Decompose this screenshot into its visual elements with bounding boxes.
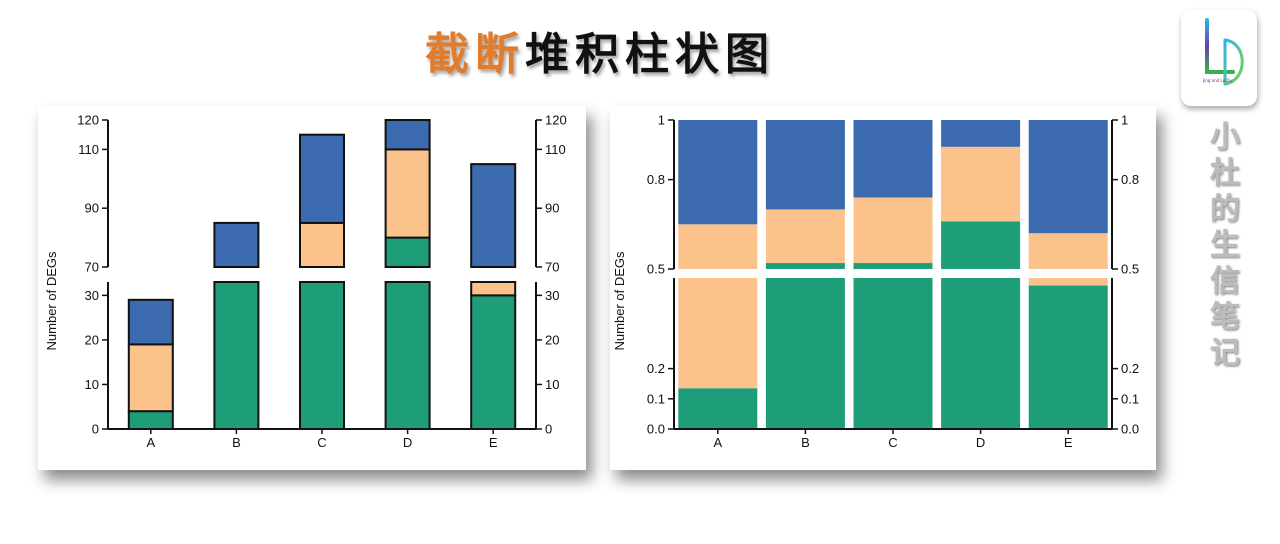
right-y-tick-label: 0.0 <box>1121 422 1139 437</box>
right-y-tick-label: 0.8 <box>1121 172 1139 187</box>
bar-segment <box>384 236 431 269</box>
right-chart-panel: A B C D E 0.0 0.0 0.1 0.1 0.2 0.2 0.5 0.5 0.8 0.8 1 1 Num… <box>610 106 1156 470</box>
brand-char: 笔 <box>1210 300 1240 335</box>
y-tick-label: 110 <box>78 142 99 157</box>
bar-segment <box>1028 233 1108 269</box>
bar-segment <box>384 148 431 239</box>
y-tick-label: 120 <box>77 113 99 128</box>
bar-segment <box>941 221 1021 269</box>
bar-segment <box>941 146 1021 222</box>
left-chart-panel: A B C D E 0 0 10 10 20 20 30 30 70 70 90 90 110 110 120 120 N… <box>38 106 586 470</box>
bar-segment <box>941 278 1021 429</box>
bar-segment <box>1028 278 1108 286</box>
logo-text: Jing and Lu Du <box>1203 78 1233 83</box>
y-tick-label: 0.1 <box>647 391 665 406</box>
bar-segment <box>299 281 345 430</box>
x-tick-label: B <box>232 435 241 450</box>
bar-segment <box>1028 120 1108 234</box>
x-tick-label: E <box>489 435 498 450</box>
y-axis-title: Number of DEGs <box>612 251 627 350</box>
x-tick-label: A <box>146 435 155 450</box>
right-stacked-bar-chart: A B C D E 0.0 0.0 0.1 0.1 0.2 0.2 0.5 0.5 0.8 0.8 1 1 Num… <box>612 113 1139 451</box>
bar-segment <box>384 119 431 151</box>
bar-segment <box>127 343 174 413</box>
right-y-tick-label: 0.1 <box>1121 391 1139 406</box>
x-tick-label: A <box>713 435 722 450</box>
bar-segment <box>678 278 758 389</box>
brand-char: 小 <box>1210 120 1240 155</box>
y-tick-label: 70 <box>85 260 99 275</box>
y-tick-label: 0.8 <box>647 172 665 187</box>
bar-segment <box>213 221 260 268</box>
y-tick-label: 0 <box>92 422 99 437</box>
right-y-tick-label: 90 <box>545 201 559 216</box>
bar-segment <box>853 263 933 269</box>
y-tick-label: 0.5 <box>647 262 665 277</box>
bar-segment <box>941 120 1021 147</box>
bar-segment <box>470 281 517 297</box>
bar-segment <box>127 410 174 431</box>
bar-segment <box>853 120 933 198</box>
bar-segment <box>853 278 933 429</box>
brand-vertical-text: 小 杜 的 生 信 笔 记 <box>1203 120 1247 372</box>
right-y-tick-label: 10 <box>545 377 559 392</box>
bar-segment <box>384 281 431 430</box>
x-tick-label: D <box>976 435 985 450</box>
bar-segment <box>765 278 845 429</box>
bar-segment <box>213 281 260 430</box>
page-title: 截断堆积柱状图 <box>0 18 1200 82</box>
left-stacked-bar-chart: A B C D E 0 0 10 10 20 20 30 30 70 70 90 90 110 110 120 120 N… <box>44 113 567 451</box>
bar-segment <box>678 388 758 429</box>
bar-segment <box>470 294 517 430</box>
bar-segment <box>765 263 845 269</box>
y-tick-label: 90 <box>85 201 99 216</box>
right-y-tick-label: 20 <box>545 332 559 347</box>
y-tick-label: 1 <box>658 113 665 128</box>
bar-segment <box>678 224 758 269</box>
bar-segment <box>299 221 345 268</box>
y-axis-title: Number of DEGs <box>44 251 59 350</box>
brand-char: 杜 <box>1210 156 1240 191</box>
title-rest: 堆积柱状图 <box>525 29 775 80</box>
ld-logo: Jing and Lu Du <box>1181 10 1257 106</box>
right-y-tick-label: 30 <box>545 288 559 303</box>
bar-segment <box>299 133 345 224</box>
bar-segment <box>1028 285 1108 429</box>
x-tick-label: B <box>801 435 810 450</box>
right-y-tick-label: 120 <box>545 113 567 128</box>
bar-segment <box>765 209 845 264</box>
x-tick-label: E <box>1064 435 1073 450</box>
bar-segment <box>678 120 758 225</box>
right-y-tick-label: 0.2 <box>1121 361 1139 376</box>
x-tick-label: C <box>888 435 897 450</box>
right-y-tick-label: 0.5 <box>1121 262 1139 277</box>
title-accent: 截断 <box>425 29 525 80</box>
y-tick-label: 10 <box>85 377 99 392</box>
brand-char: 生 <box>1210 228 1240 263</box>
right-y-tick-label: 70 <box>545 260 559 275</box>
x-tick-label: D <box>403 435 412 450</box>
right-y-tick-label: 1 <box>1121 113 1128 128</box>
y-tick-label: 0.0 <box>647 422 665 437</box>
y-tick-label: 0.2 <box>647 361 665 376</box>
bar-segment <box>853 197 933 264</box>
brand-char: 信 <box>1210 264 1240 299</box>
ld-logo-icon <box>1205 18 1244 86</box>
y-tick-label: 30 <box>85 288 99 303</box>
brand-char: 记 <box>1210 336 1240 371</box>
x-tick-label: C <box>317 435 326 450</box>
right-y-tick-label: 110 <box>545 142 566 157</box>
bar-segment <box>470 163 517 268</box>
brand-char: 的 <box>1210 192 1240 227</box>
bar-segment <box>127 298 174 346</box>
bar-segment <box>765 120 845 210</box>
right-y-tick-label: 0 <box>545 422 552 437</box>
y-tick-label: 20 <box>85 332 99 347</box>
